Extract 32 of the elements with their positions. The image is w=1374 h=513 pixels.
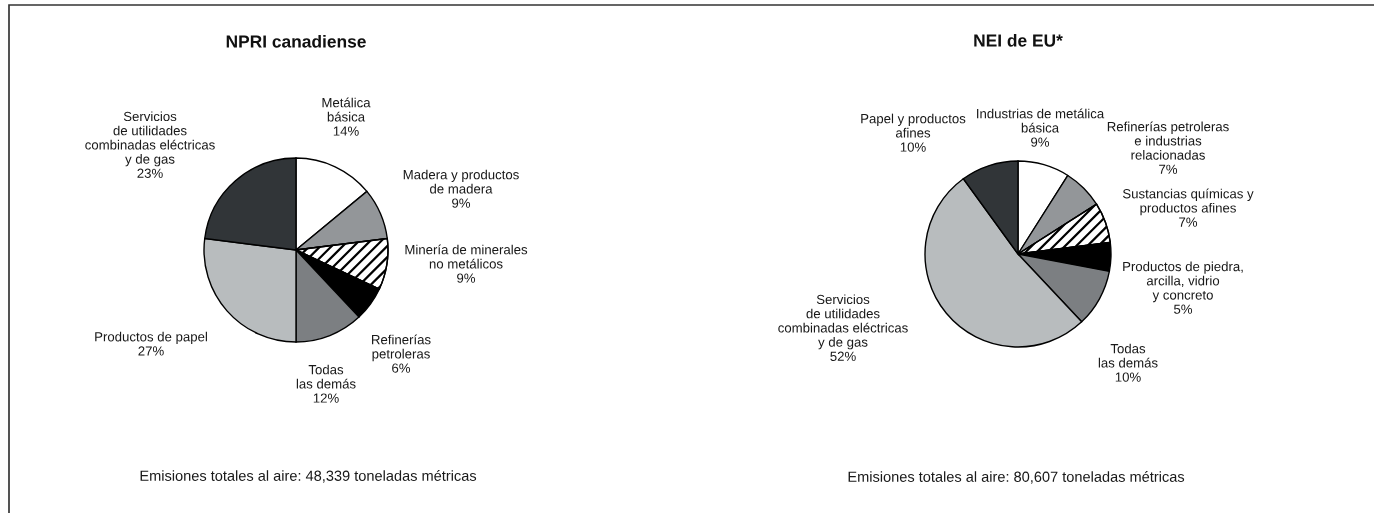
slice-label: Madera y productos de madera (403, 169, 519, 194)
data-label: 6% (392, 363, 411, 373)
chart-title: NPRI canadiense (226, 34, 366, 48)
data-label: 27% (138, 346, 164, 356)
slice-label: Industrias de metálica básica (977, 108, 1105, 133)
data-label: 14% (333, 126, 359, 136)
slice-label: Todas las demás (1098, 343, 1158, 368)
slice-label: Productos de papel (95, 331, 207, 345)
data-label: 5% (1173, 304, 1193, 314)
slice-label: Metálica básica (322, 97, 371, 122)
data-label: 7% (1159, 164, 1178, 174)
data-label: 9% (452, 198, 471, 208)
data-label: 10% (1115, 372, 1141, 382)
data-label: 7% (1179, 217, 1198, 227)
slice-label: Servicios de utilidades combinadas eléctricas y de gas (778, 294, 908, 350)
slice-label: Todas las demás (296, 364, 356, 389)
data-label: 52% (830, 351, 856, 361)
text: Emisiones totales al aire: 80,607 toneladas métricas (848, 471, 1185, 484)
slice-label: Servicios de utilidades combinadas eléctricas y de gas (85, 111, 215, 167)
data-label: 23% (137, 168, 163, 178)
data-label: 10% (900, 142, 926, 152)
slice-label: Refinerías petroleras (372, 334, 431, 362)
chart-title: NEI de EU* (974, 33, 1063, 47)
slice-label: Productos de piedra, arcilla, vidrio y concreto (1123, 261, 1243, 303)
data-label: 9% (1031, 137, 1050, 147)
data-label: 9% (457, 273, 476, 283)
data-label: 12% (313, 393, 339, 403)
slice-label: Minería de minerales no metálicos (405, 244, 528, 269)
slice-label: Refinerías petroleras e industrias relacionadas (1107, 121, 1229, 160)
slice-label: Papel y productos afines (861, 113, 966, 138)
text: Emisiones totales al aire: 48,339 toneladas métricas (140, 470, 477, 483)
slice-label: Sustancias químicas y productos afines (1122, 188, 1254, 216)
